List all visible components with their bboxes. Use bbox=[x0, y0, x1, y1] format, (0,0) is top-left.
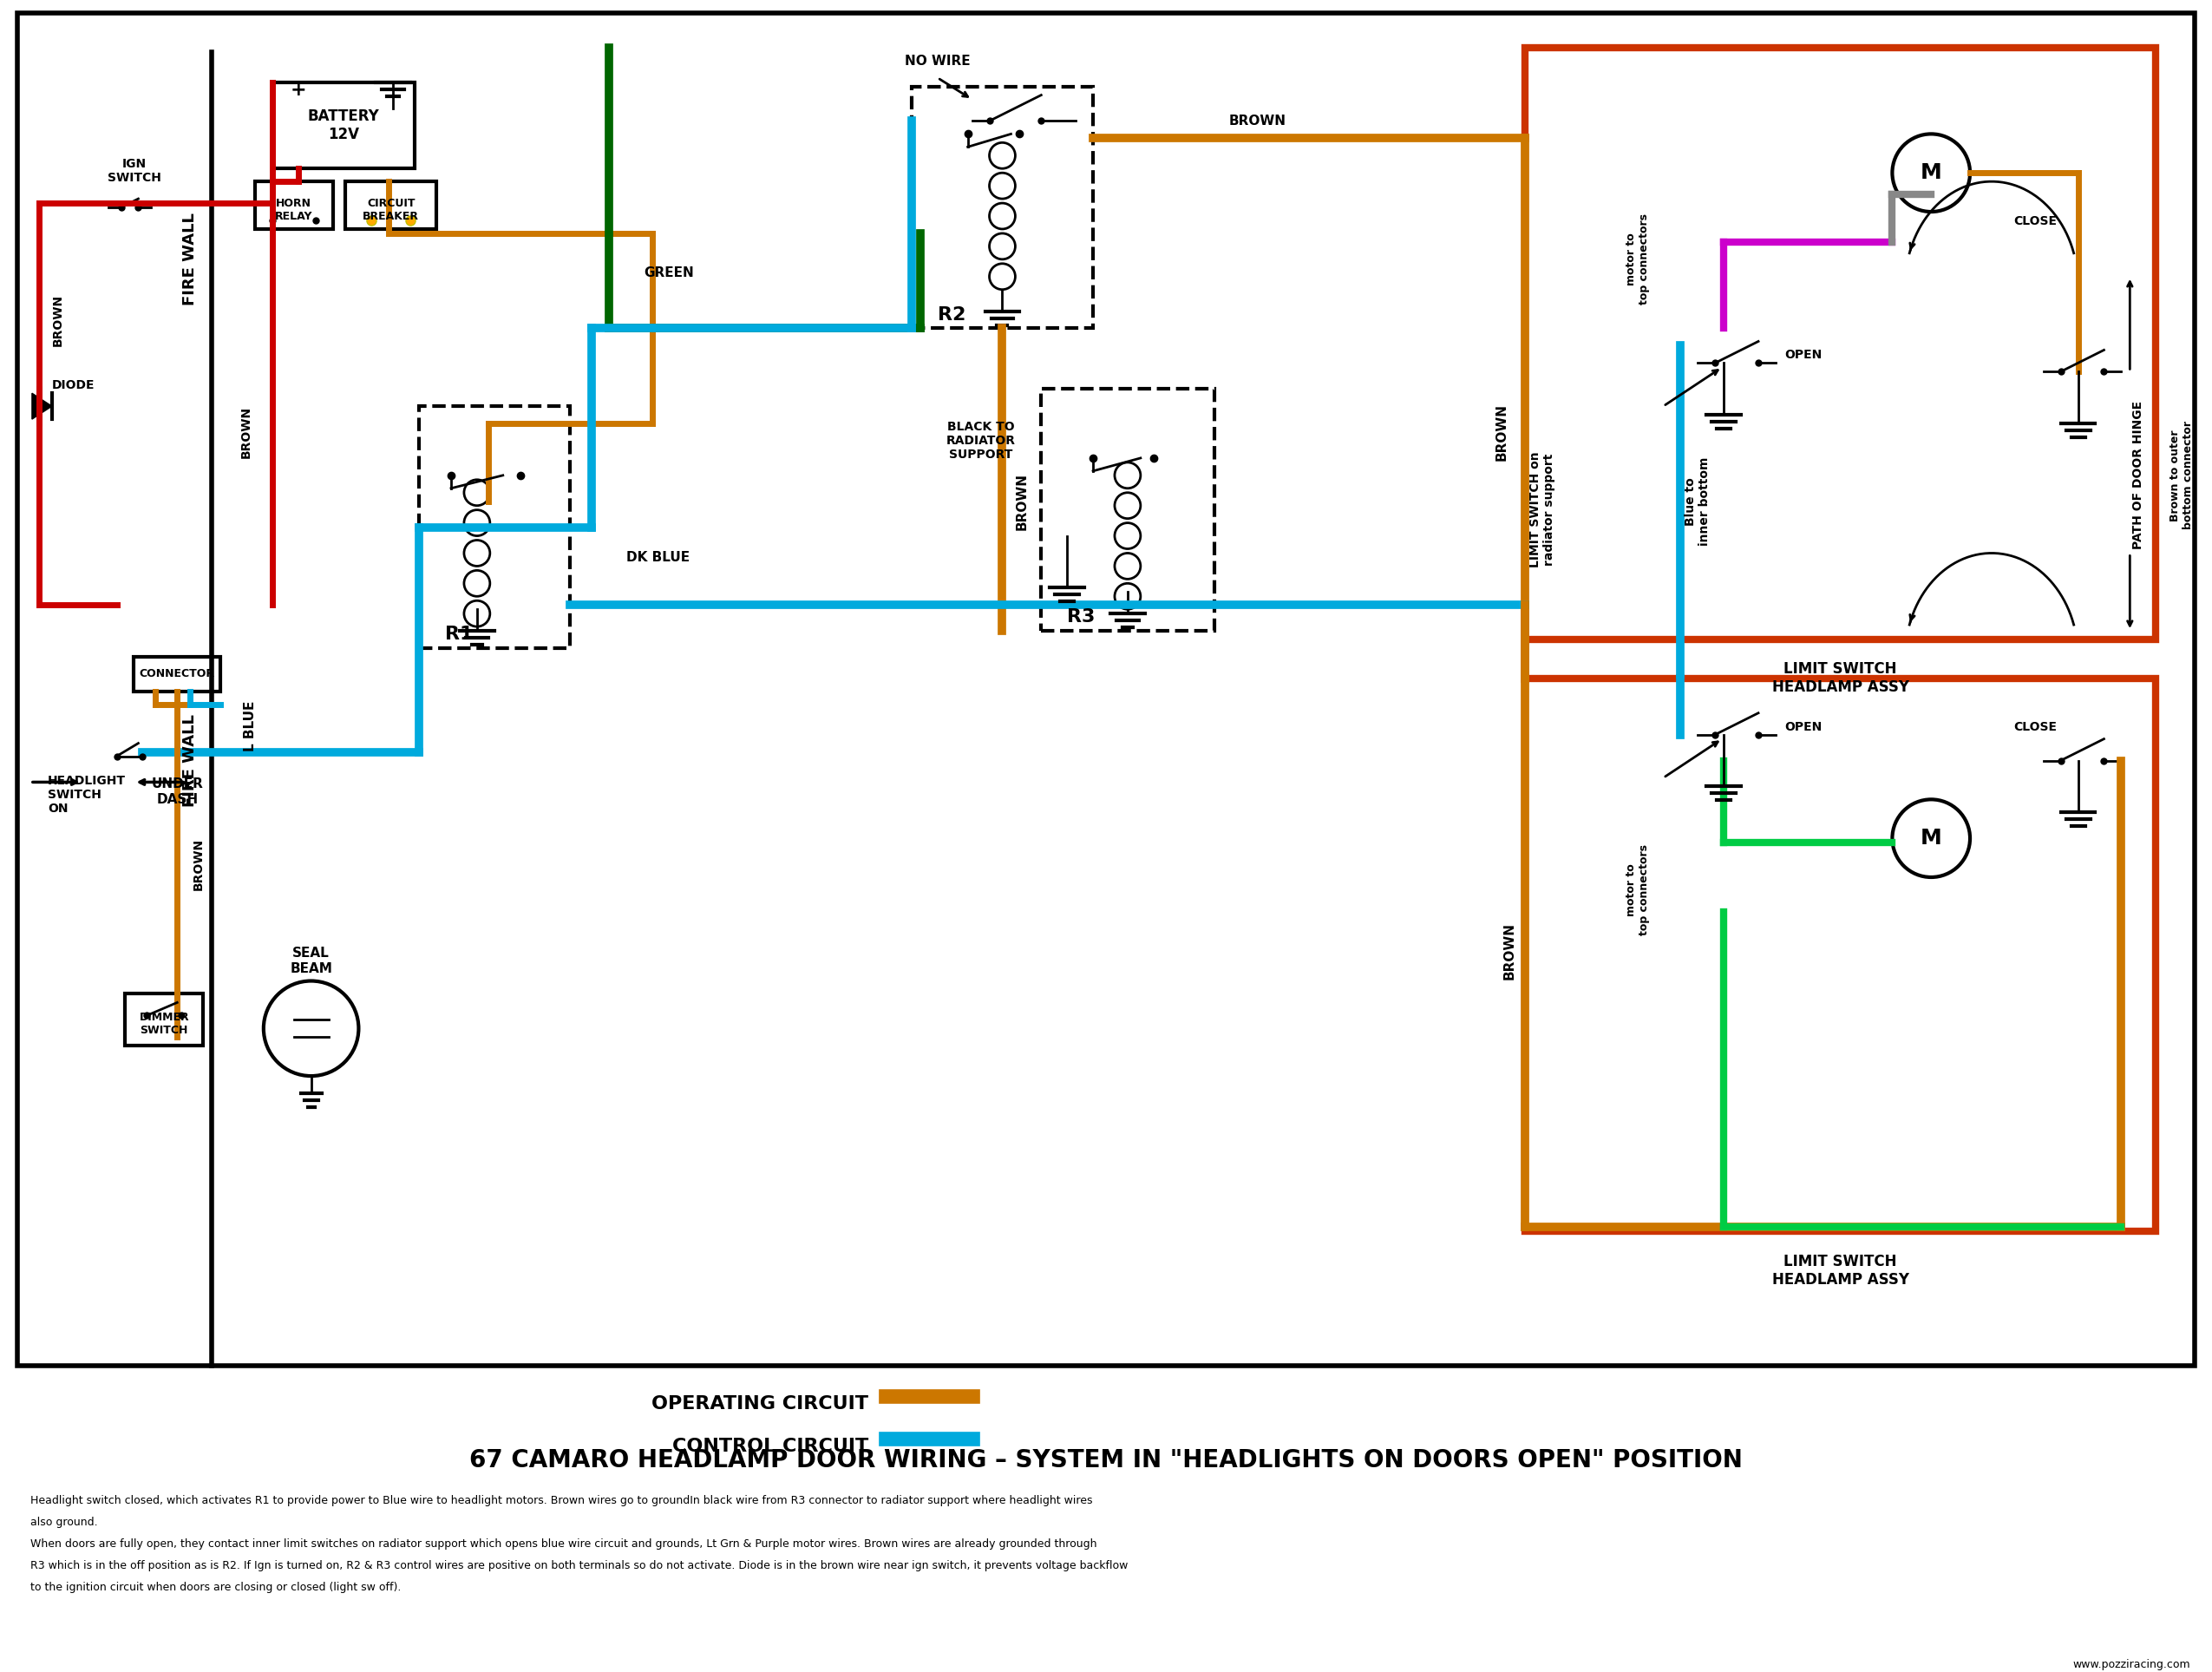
Text: LIMIT SWITCH on
radiator support: LIMIT SWITCH on radiator support bbox=[1528, 451, 1555, 568]
Text: motor to
top connectors: motor to top connectors bbox=[1626, 214, 1650, 304]
Text: OPERATING CIRCUIT: OPERATING CIRCUIT bbox=[653, 1394, 869, 1413]
Text: –: – bbox=[380, 82, 389, 99]
Text: DK BLUE: DK BLUE bbox=[626, 552, 690, 565]
Text: 67 CAMARO HEADLAMP DOOR WIRING – SYSTEM IN "HEADLIGHTS ON DOORS OPEN" POSITION: 67 CAMARO HEADLAMP DOOR WIRING – SYSTEM … bbox=[469, 1448, 1743, 1473]
Bar bbox=[272, 82, 416, 169]
Text: R1: R1 bbox=[445, 625, 473, 644]
Bar bbox=[911, 87, 1093, 328]
Text: to the ignition circuit when doors are closing or closed (light sw off).: to the ignition circuit when doors are c… bbox=[31, 1582, 400, 1593]
Text: BROWN: BROWN bbox=[241, 406, 252, 458]
Text: BROWN: BROWN bbox=[51, 294, 64, 346]
Text: +: + bbox=[290, 82, 305, 99]
Text: CONNECTOR: CONNECTOR bbox=[139, 669, 215, 681]
Text: DIODE: DIODE bbox=[51, 380, 95, 391]
Text: BROWN: BROWN bbox=[1495, 403, 1509, 461]
Bar bbox=[126, 993, 204, 1045]
Bar bbox=[135, 657, 221, 692]
Bar bbox=[18, 13, 2194, 1366]
Text: BROWN: BROWN bbox=[192, 838, 206, 890]
Text: DIMMER
SWITCH: DIMMER SWITCH bbox=[139, 1012, 190, 1037]
Text: OPEN: OPEN bbox=[1785, 721, 1823, 732]
Text: CONTROL CIRCUIT: CONTROL CIRCUIT bbox=[672, 1438, 869, 1455]
Text: CLOSE: CLOSE bbox=[2013, 216, 2057, 227]
Bar bbox=[418, 406, 571, 649]
Text: R3: R3 bbox=[1066, 609, 1095, 625]
Bar bbox=[1524, 679, 2157, 1232]
Text: PATH OF DOOR HINGE: PATH OF DOOR HINGE bbox=[2132, 401, 2146, 550]
Text: IGN
SWITCH: IGN SWITCH bbox=[106, 157, 161, 184]
Text: BATTERY
12V: BATTERY 12V bbox=[307, 109, 380, 142]
Text: LIMIT SWITCH
HEADLAMP ASSY: LIMIT SWITCH HEADLAMP ASSY bbox=[1772, 662, 1909, 696]
Text: BROWN: BROWN bbox=[1015, 473, 1029, 530]
Text: OPEN: OPEN bbox=[1785, 349, 1823, 361]
Text: R2: R2 bbox=[938, 306, 967, 323]
Text: BROWN: BROWN bbox=[1502, 921, 1515, 980]
Text: CIRCUIT
BREAKER: CIRCUIT BREAKER bbox=[363, 197, 420, 222]
Text: Blue to
inner bottom: Blue to inner bottom bbox=[1686, 456, 1710, 545]
Circle shape bbox=[1891, 134, 1971, 212]
Text: HORN
RELAY: HORN RELAY bbox=[274, 197, 312, 222]
Text: L BLUE: L BLUE bbox=[243, 701, 257, 751]
Text: NO WIRE: NO WIRE bbox=[905, 55, 971, 67]
Text: UNDER
DASH: UNDER DASH bbox=[150, 777, 204, 806]
Text: GREEN: GREEN bbox=[644, 266, 695, 279]
Bar bbox=[1524, 47, 2157, 640]
Text: motor to
top connectors: motor to top connectors bbox=[1626, 844, 1650, 936]
Text: LIMIT SWITCH
HEADLAMP ASSY: LIMIT SWITCH HEADLAMP ASSY bbox=[1772, 1254, 1909, 1287]
Bar bbox=[345, 182, 436, 229]
Text: www.pozziracing.com: www.pozziracing.com bbox=[2073, 1659, 2190, 1670]
Text: also ground.: also ground. bbox=[31, 1517, 97, 1528]
Circle shape bbox=[1891, 799, 1971, 878]
Text: CLOSE: CLOSE bbox=[2013, 721, 2057, 732]
Text: FIRE WALL: FIRE WALL bbox=[181, 212, 197, 306]
Text: BLACK TO
RADIATOR
SUPPORT: BLACK TO RADIATOR SUPPORT bbox=[947, 420, 1015, 461]
Text: HEADLIGHT
SWITCH
ON: HEADLIGHT SWITCH ON bbox=[49, 774, 126, 814]
Text: Brown to outer
bottom connector: Brown to outer bottom connector bbox=[2170, 421, 2194, 530]
Polygon shape bbox=[31, 393, 51, 420]
Text: M: M bbox=[1920, 162, 1942, 184]
Text: When doors are fully open, they contact inner limit switches on radiator support: When doors are fully open, they contact … bbox=[31, 1538, 1097, 1550]
Text: M: M bbox=[1920, 828, 1942, 849]
Text: SEAL
BEAM: SEAL BEAM bbox=[290, 946, 332, 975]
Text: Headlight switch closed, which activates R1 to provide power to Blue wire to hea: Headlight switch closed, which activates… bbox=[31, 1495, 1093, 1506]
Text: FIRE WALL: FIRE WALL bbox=[181, 714, 197, 808]
Text: BROWN: BROWN bbox=[1228, 115, 1285, 129]
Text: R3 which is in the off position as is R2. If Ign is turned on, R2 & R3 control w: R3 which is in the off position as is R2… bbox=[31, 1560, 1128, 1572]
Bar bbox=[1042, 390, 1214, 630]
Bar bbox=[254, 182, 332, 229]
